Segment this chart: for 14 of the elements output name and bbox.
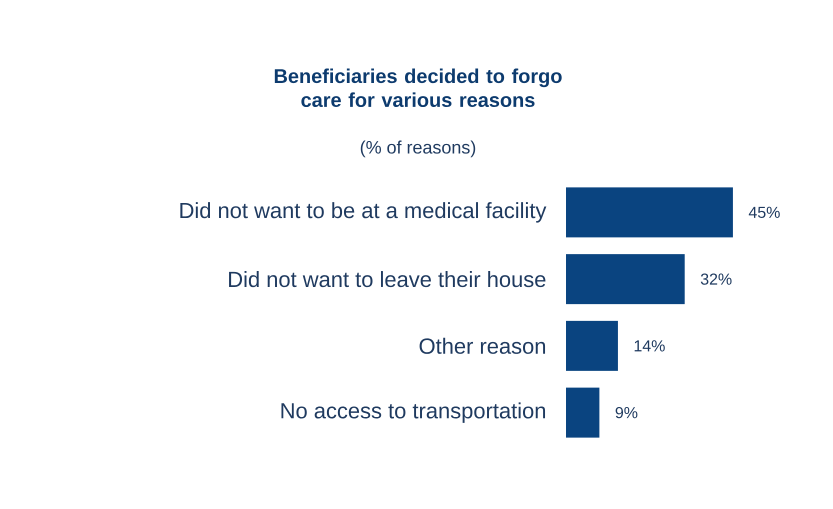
text: (% of reasons) bbox=[360, 140, 476, 158]
bar bbox=[566, 187, 733, 238]
chart-title: Beneficiaries decided to forgo care for various reasons bbox=[274, 68, 562, 108]
y-tick-label: Did not want to leave their house bbox=[229, 271, 546, 288]
data-label: 14% bbox=[634, 340, 665, 352]
bar bbox=[566, 320, 618, 371]
y-tick-label: No access to transportation bbox=[281, 402, 546, 423]
data-label: 32% bbox=[700, 273, 732, 285]
data-label: 45% bbox=[748, 206, 780, 218]
data-label: 9% bbox=[616, 406, 638, 418]
bar bbox=[566, 388, 600, 438]
y-tick-label: Other reason bbox=[420, 338, 546, 354]
bar bbox=[566, 254, 685, 304]
y-tick-label: Did not want to be at a medical facility bbox=[180, 202, 546, 223]
